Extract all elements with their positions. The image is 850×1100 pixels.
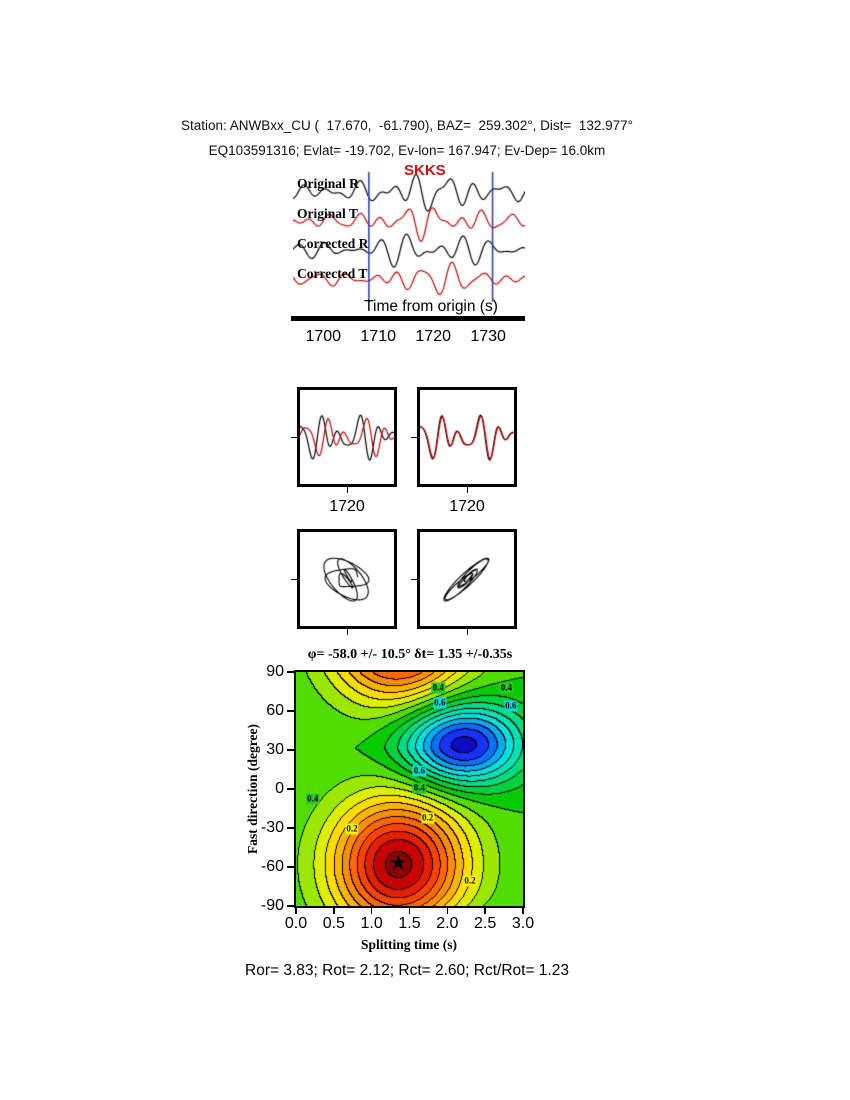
trace-label-corrected-t: Corrected T: [297, 266, 368, 281]
x-tick-label: 3.0: [511, 915, 535, 932]
trace-label-corrected-r: Corrected R: [297, 236, 369, 251]
y-tick-label: 0: [275, 780, 284, 797]
y-tick: [287, 671, 294, 673]
splitting-time-axis-label: Splitting time (s): [361, 937, 457, 952]
phase-label: SKKS: [404, 162, 446, 179]
best-solution-star-icon: ★: [388, 852, 408, 876]
particle-motion-uncorrected-box: [297, 529, 397, 629]
contour-label: 0.4: [431, 682, 445, 694]
y-tick: [287, 905, 294, 907]
y-tick-label: -90: [260, 897, 284, 914]
fast-slow-uncorrected-plot: [300, 390, 394, 484]
contour-label: 0.2: [345, 823, 359, 835]
particle-motion-corrected-box: [417, 529, 517, 629]
station-info-header: Station: ANWBxx_CU ( 17.670, -61.790), B…: [180, 118, 634, 133]
axis-tick: [466, 629, 468, 635]
event-info-header: EQ103591316; Evlat= -19.702, Ev-lon= 167…: [208, 143, 606, 158]
x-tick-label: 1.5: [398, 915, 421, 932]
contour-label: 0.6: [433, 697, 447, 709]
axis-tick: [411, 436, 417, 438]
trace-label-original-r: Original R: [297, 176, 359, 191]
y-tick-label: -30: [260, 819, 284, 836]
trace-label-original-t: Original T: [297, 206, 358, 221]
axis-tick: [291, 436, 297, 438]
x-tick: [522, 908, 524, 914]
fast-slow-corrected-plot: [420, 390, 514, 484]
axis-tick: [346, 629, 348, 635]
contour-label: 0.6: [504, 700, 518, 712]
contour-label: 0.4: [306, 793, 320, 805]
axis-tick: [346, 487, 348, 493]
contour-label: 0.2: [421, 812, 435, 824]
axis-tick: [466, 487, 468, 493]
splitting-result-title: φ= -58.0 +/- 10.5° δt= 1.35 +/-0.35s: [307, 647, 513, 662]
axis-tick: [411, 578, 417, 580]
y-tick-label: 60: [266, 702, 284, 719]
contour-label: 0.4: [499, 682, 513, 694]
x-tick-label: 0.5: [322, 915, 345, 932]
time-axis-line: [291, 316, 525, 321]
misfit-contour-frame: [294, 670, 525, 908]
x-tick: [295, 908, 297, 914]
x-tick: [370, 908, 373, 914]
time-tick-label: 1730: [470, 328, 506, 345]
time-tick-label: 1720: [415, 328, 451, 345]
x-tick: [484, 908, 486, 914]
contour-label: 0.2: [463, 875, 477, 887]
x-tick-label: 0.0: [284, 915, 308, 932]
x-tick-label: 2.5: [474, 915, 497, 932]
y-tick: [287, 827, 294, 829]
x-tick-label: 2.0: [436, 915, 459, 932]
time-tick-label: 1710: [360, 328, 396, 345]
x-tick-label: 1.0: [360, 915, 383, 932]
y-tick-label: -60: [260, 858, 284, 875]
time-axis-label: Time from origin (s): [364, 298, 498, 315]
quality-stats: Ror= 3.83; Rot= 2.12; Rct= 2.60; Rct/Rot…: [245, 962, 569, 979]
fast-slow-uncorrected-box: [297, 387, 397, 487]
y-tick: [287, 788, 294, 790]
axis-tick: [291, 578, 297, 580]
time-tick-label: 1700: [305, 328, 342, 345]
uncorrected-time-tick: 1720: [329, 498, 365, 515]
fast-slow-corrected-box: [417, 387, 517, 487]
y-tick-label: 90: [266, 663, 284, 680]
contour-label: 0.4: [412, 782, 426, 794]
corrected-time-tick: 1720: [449, 498, 485, 515]
particle-motion-corrected-plot: [420, 532, 514, 626]
seismogram-traces-plot: [293, 168, 525, 308]
x-tick: [408, 908, 411, 914]
x-tick: [333, 908, 335, 914]
y-tick-label: 30: [266, 741, 284, 758]
y-tick: [287, 866, 294, 868]
contour-label: 0.6: [412, 765, 426, 777]
misfit-contour-plot: [296, 672, 523, 906]
x-tick: [446, 908, 449, 914]
y-tick: [287, 749, 294, 751]
y-tick: [287, 710, 294, 712]
particle-motion-uncorrected-plot: [300, 532, 394, 626]
